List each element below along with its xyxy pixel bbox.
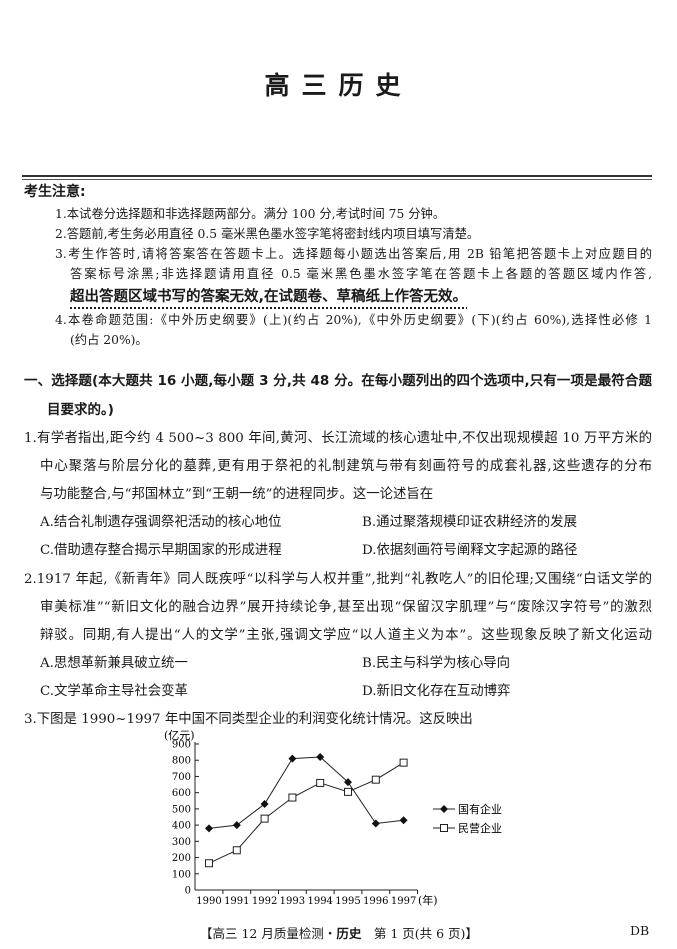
section-heading-cont: 目要求的。) — [47, 402, 114, 418]
data-point-private — [344, 787, 352, 796]
series-line-0 — [208, 756, 404, 829]
question-1-line-2: 中心聚落与阶层分化的墓葬,更有用于祭祀的礼制建筑与带有刻画符号的成套礼器,这些遗… — [40, 459, 652, 474]
footer-code: DB — [630, 923, 650, 938]
section-heading: 一、选择题(本大题共 16 小题,每小题 3 分,共 48 分。在每小题列出的四… — [24, 373, 652, 389]
notice-emphasis: 超出答题区域书写的答案无效,在试题卷、草稿纸上作答无效。 — [70, 289, 468, 305]
y-tick-label: 100 — [172, 869, 191, 880]
data-point-state-owned — [371, 819, 380, 828]
footer-subject: 历史 — [336, 926, 362, 941]
question-2-line-2: 审美标准”“新旧文化的融合边界”展开持续论争,甚至出现“保留汉字肌理”与“废除汉… — [40, 600, 652, 615]
x-tick-label: 1995 — [335, 896, 360, 907]
header-rule — [22, 175, 652, 177]
page-title: 高三历史 — [264, 71, 413, 100]
question-2-option-b: B.民主与科学为核心导向 — [362, 656, 511, 671]
legend-marker-diamond — [440, 805, 448, 813]
y-tick-label: 900 — [172, 740, 191, 751]
notice-item-3-cont: 答案标号涂黑;非选择题请用直径 0.5 毫米黑色墨水签字笔在答题卡上各题的答题区… — [70, 267, 652, 281]
y-tick-label: 600 — [172, 788, 191, 799]
data-point-state-owned — [232, 821, 241, 830]
question-2-line-3: 辩驳。同期,有人提出“人的文学”主张,强调文学应“以人道主义为本”。这些现象反映… — [40, 628, 652, 643]
notice-item-4-cont: (约占 20%)。 — [70, 333, 148, 347]
notice-item-1: 1.本试卷分选择题和非选择题两部分。满分 100 分,考试时间 75 分钟。 — [55, 207, 446, 221]
profit-line-chart: (亿元) (年) 0 100 200 300 400 500 600 700 800 900 199… — [164, 729, 502, 907]
question-1-option-a: A.结合礼制遗存强调祭祀活动的核心地位 — [40, 515, 282, 530]
x-tick-label: 1992 — [252, 896, 277, 907]
x-tick-label: 1991 — [224, 896, 249, 907]
y-tick-label: 300 — [172, 837, 191, 848]
x-tick-label: 1997 — [391, 896, 416, 907]
y-tick-label: 0 — [185, 886, 191, 897]
data-point-state-owned — [205, 824, 213, 833]
notice-heading: 考生注意: — [24, 184, 86, 200]
x-tick-label: 1993 — [280, 896, 305, 907]
question-2-line-1: 2.1917 年起,《新青年》同人既疾呼“以科学与人权并重”,批判“礼教吃人”的… — [24, 572, 652, 587]
series-line-1 — [208, 762, 404, 864]
footer-info: 【高三 12 月质量检测・历史 第 1 页(共 6 页)】 — [200, 923, 478, 942]
question-1-option-d: D.依据刻画符号阐释文字起源的路径 — [362, 543, 578, 558]
x-axis-label: (年) — [418, 893, 438, 907]
footer-page: 第 1 页(共 6 页)】 — [361, 926, 478, 941]
legend-label-1: 民营企业 — [458, 821, 502, 835]
x-tick-label: 1994 — [307, 896, 332, 907]
y-tick-label: 500 — [172, 804, 191, 815]
question-1-option-b: B.通过聚落规模印证农耕经济的发展 — [362, 515, 577, 530]
data-point-private — [399, 758, 408, 767]
y-tick-label: 700 — [172, 772, 191, 783]
data-point-private — [205, 859, 213, 868]
legend-marker-square — [440, 824, 448, 832]
y-tick-label: 200 — [172, 853, 191, 864]
question-2-option-a: A.思想革新兼具破立统一 — [40, 656, 188, 671]
data-point-private — [371, 775, 380, 784]
header-rule-thin — [22, 179, 652, 180]
y-tick-label: 800 — [172, 756, 191, 767]
data-point-state-owned — [316, 752, 325, 761]
y-tick-label: 400 — [172, 821, 191, 832]
data-point-private — [316, 778, 325, 787]
data-point-state-owned — [288, 754, 297, 763]
notice-item-3: 3.考生作答时,请将答案答在答题卡上。选择题每小题选出答案后,用 2B 铅笔把答… — [55, 247, 652, 261]
question-1-line-3: 与功能整合,与“邦国林立”到“王朝一统”的进程同步。这一论述旨在 — [40, 487, 434, 502]
question-1-line-1: 1.有学者指出,距今约 4 500~3 800 年间,黄河、长江流域的核心遗址中… — [24, 431, 652, 446]
x-tick-label: 1996 — [363, 896, 388, 907]
footer-exam: 【高三 12 月质量检测・ — [200, 926, 337, 941]
data-point-private — [288, 793, 297, 802]
data-point-state-owned — [260, 800, 269, 809]
y-axis-label: (亿元) — [164, 729, 195, 742]
x-tick-label: 1990 — [196, 896, 221, 907]
question-1-option-c: C.借助遗存整合揭示早期国家的形成进程 — [40, 543, 282, 558]
data-point-state-owned — [344, 778, 352, 787]
data-point-private — [232, 846, 241, 855]
question-2-option-c: C.文学革命主导社会变革 — [40, 684, 188, 699]
data-point-state-owned — [399, 816, 408, 825]
notice-item-2: 2.答题前,考生务必用直径 0.5 毫米黑色墨水签字笔将密封线内项目填写清楚。 — [55, 227, 480, 241]
legend-label-0: 国有企业 — [458, 802, 502, 816]
data-point-private — [260, 814, 269, 823]
notice-item-4: 4.本卷命题范围:《中外历史纲要》(上)(约占 20%),《中外历史纲要》(下)… — [55, 313, 652, 327]
question-3-line-1: 3.下图是 1990~1997 年中国不同类型企业的利润变化统计情况。这反映出 — [24, 712, 473, 727]
question-2-option-d: D.新旧文化存在互动博弈 — [362, 684, 511, 699]
